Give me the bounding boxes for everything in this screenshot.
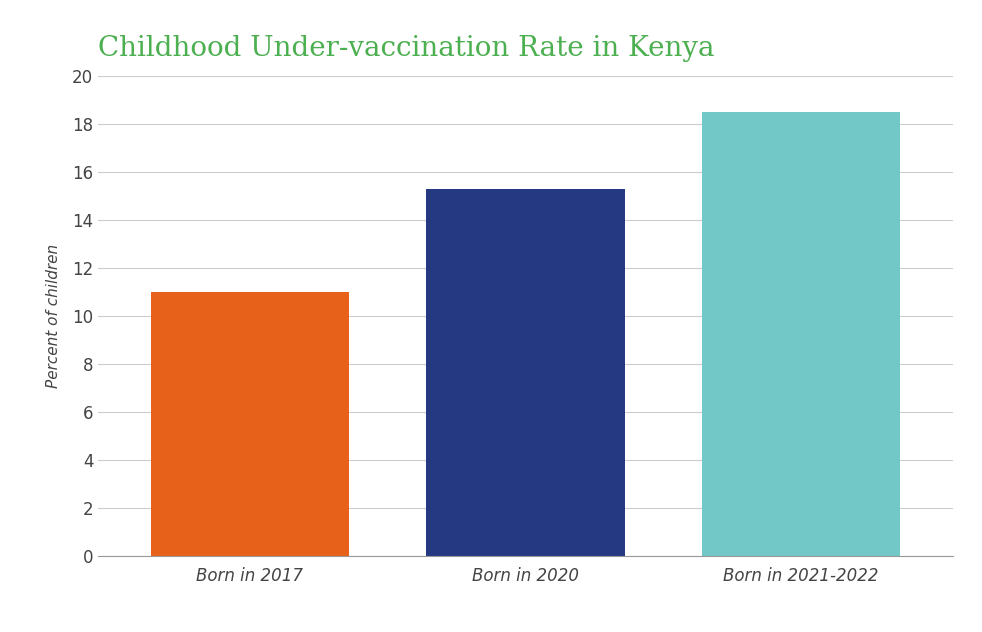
Bar	[426, 189, 625, 556]
Y-axis label: Percent of children: Percent of children	[46, 244, 61, 388]
Bar	[150, 292, 349, 556]
Text: Childhood Under-vaccination Rate in Kenya: Childhood Under-vaccination Rate in Keny…	[98, 35, 715, 63]
Bar	[702, 112, 900, 556]
